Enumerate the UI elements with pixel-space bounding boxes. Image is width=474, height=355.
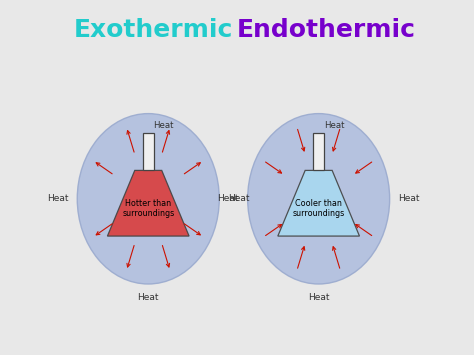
Text: Heat: Heat: [154, 121, 174, 130]
Text: Exothermic: Exothermic: [73, 18, 233, 42]
Polygon shape: [143, 133, 154, 170]
Polygon shape: [278, 170, 359, 236]
Text: Heat: Heat: [308, 293, 329, 302]
Text: Cooler than
surroundings: Cooler than surroundings: [292, 199, 345, 218]
Ellipse shape: [247, 114, 390, 284]
Text: Endothermic: Endothermic: [237, 18, 416, 42]
Text: Heat: Heat: [47, 194, 68, 203]
Polygon shape: [108, 170, 189, 236]
Text: Heat: Heat: [228, 194, 250, 203]
Text: Heat: Heat: [137, 293, 159, 302]
Text: Hotter than
surroundings: Hotter than surroundings: [122, 199, 174, 218]
Text: Heat: Heat: [324, 121, 345, 130]
Text: Heat: Heat: [399, 194, 420, 203]
Ellipse shape: [77, 114, 219, 284]
Text: Heat: Heat: [217, 194, 239, 203]
Polygon shape: [313, 133, 324, 170]
